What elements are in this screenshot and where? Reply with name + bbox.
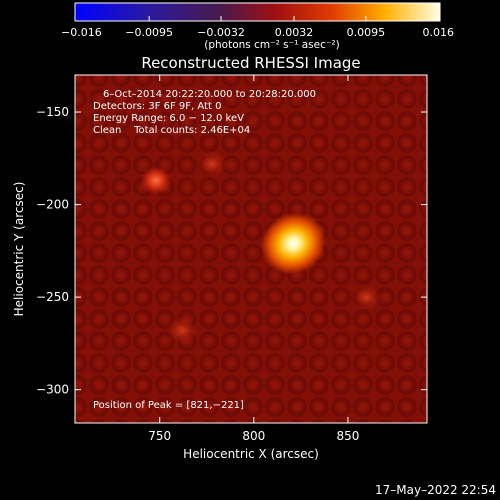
annotation-clean: Clean Total counts: 2.46E+04 xyxy=(93,125,250,136)
colorbar-tick-label: −0.016 xyxy=(61,26,102,39)
emission-source xyxy=(166,316,199,345)
colorbar-tick-label: 0.0032 xyxy=(275,26,314,39)
x-tick-label: 800 xyxy=(242,429,265,443)
y-axis-label: Heliocentric Y (arcsec) xyxy=(12,182,26,317)
chart-title: Reconstructed RHESSI Image xyxy=(141,54,360,72)
image-area xyxy=(75,75,427,423)
annotation-time-range: 6–Oct–2014 20:22:20.000 to 20:28:20.000 xyxy=(103,89,316,100)
plot-frame xyxy=(74,74,428,424)
colorbar-unit-label: (photons cm⁻² s⁻¹ asec⁻²) xyxy=(204,39,339,51)
emission-source xyxy=(140,166,172,195)
y-tick-label: −250 xyxy=(36,290,69,304)
y-tick-label: −300 xyxy=(36,383,69,397)
colorbar-ticks xyxy=(74,16,441,21)
background-map xyxy=(75,75,427,423)
x-axis-label: Heliocentric X (arcsec) xyxy=(183,447,319,461)
emission-source xyxy=(197,150,228,178)
colorbar-tick-label: −0.0032 xyxy=(197,26,245,39)
x-tick-label: 750 xyxy=(148,429,171,443)
colorbar-tick-label: 0.016 xyxy=(423,26,455,39)
y-axis-ticks: −150 −200 −250 −300 xyxy=(36,105,427,397)
emission-sources xyxy=(140,150,382,345)
colorbar: −0.016 −0.0095 −0.0032 0.0032 0.0095 0.016 (p… xyxy=(61,2,454,51)
y-tick-label: −200 xyxy=(36,198,69,212)
y-tick-label: −150 xyxy=(36,105,69,119)
colorbar-tick-labels: −0.016 −0.0095 −0.0032 0.0032 0.0095 0.016 xyxy=(61,26,454,39)
annotation-detectors: Detectors: 3F 6F 9F, Att 0 xyxy=(93,101,221,112)
emission-source xyxy=(261,212,326,275)
annotation-energy: Energy Range: 6.0 − 12.0 keV xyxy=(93,113,244,124)
colorbar-tick-label: −0.0095 xyxy=(125,26,173,39)
colorbar-tick-label: 0.0095 xyxy=(347,26,386,39)
timestamp: 17–May–2022 22:54 xyxy=(375,483,496,497)
x-tick-label: 850 xyxy=(336,429,359,443)
x-axis-ticks: 750 800 850 xyxy=(148,75,359,443)
colorbar-gradient xyxy=(74,2,441,22)
annotation-peak-position: Position of Peak = [821,−221] xyxy=(93,400,244,411)
emission-source xyxy=(352,283,382,311)
